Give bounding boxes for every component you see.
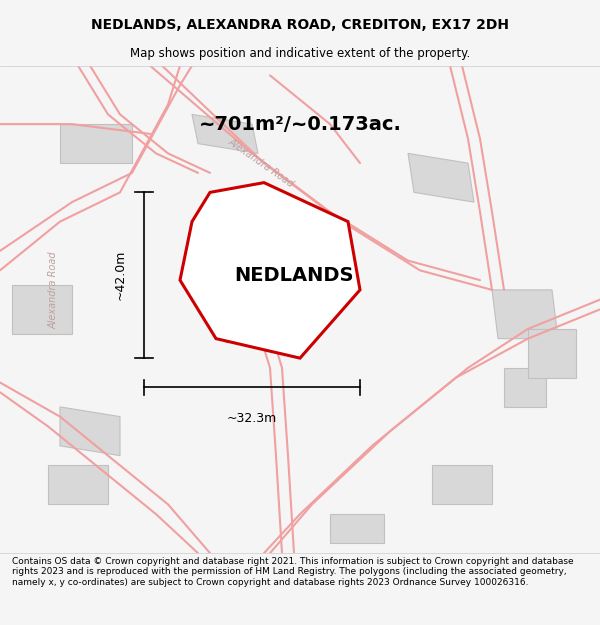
Polygon shape <box>60 124 132 163</box>
Text: ~701m²/~0.173ac.: ~701m²/~0.173ac. <box>199 114 401 134</box>
Text: Alexandra Road: Alexandra Road <box>226 137 296 189</box>
Polygon shape <box>180 182 360 358</box>
Polygon shape <box>12 285 72 334</box>
Polygon shape <box>504 368 546 407</box>
Text: Alexandra Road: Alexandra Road <box>49 251 59 329</box>
Polygon shape <box>408 153 474 202</box>
Polygon shape <box>48 466 108 504</box>
Text: ~42.0m: ~42.0m <box>113 250 127 301</box>
Text: NEDLANDS: NEDLANDS <box>234 266 354 285</box>
Polygon shape <box>528 329 576 378</box>
Text: Contains OS data © Crown copyright and database right 2021. This information is : Contains OS data © Crown copyright and d… <box>12 557 574 586</box>
Polygon shape <box>492 290 558 339</box>
Polygon shape <box>432 466 492 504</box>
Text: NEDLANDS, ALEXANDRA ROAD, CREDITON, EX17 2DH: NEDLANDS, ALEXANDRA ROAD, CREDITON, EX17… <box>91 18 509 32</box>
Polygon shape <box>192 114 258 153</box>
Polygon shape <box>330 514 384 543</box>
Text: Map shows position and indicative extent of the property.: Map shows position and indicative extent… <box>130 48 470 60</box>
Text: ~32.3m: ~32.3m <box>227 412 277 425</box>
Text: Okefield Road: Okefield Road <box>211 275 233 344</box>
Polygon shape <box>60 407 120 456</box>
